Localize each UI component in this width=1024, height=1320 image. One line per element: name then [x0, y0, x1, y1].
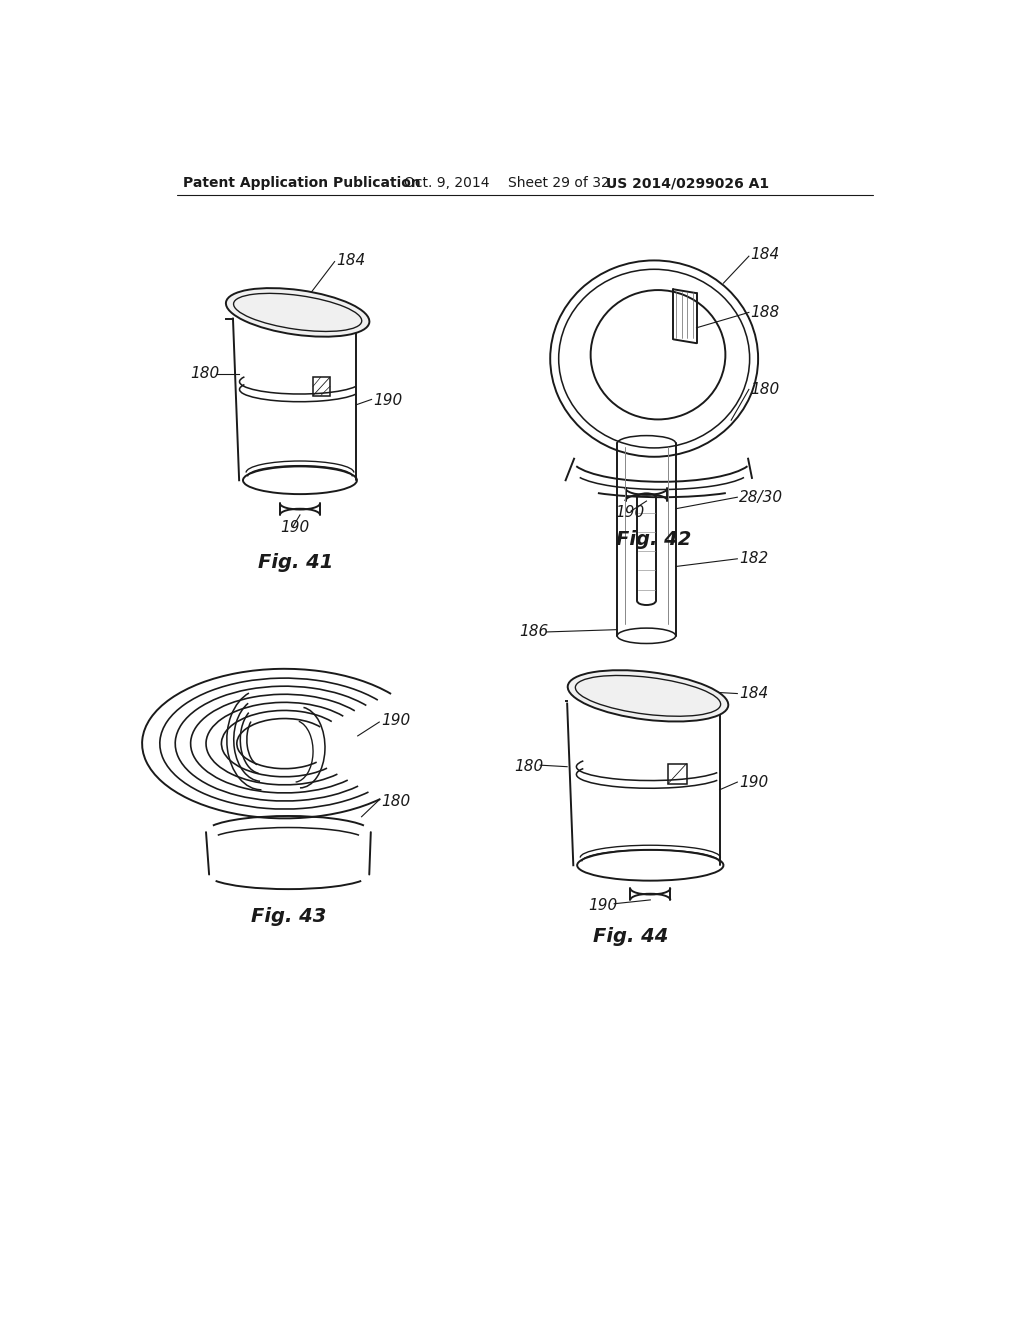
Text: 184: 184 [751, 247, 779, 263]
Text: Sheet 29 of 32: Sheet 29 of 32 [508, 176, 609, 190]
Text: 190: 190 [615, 506, 645, 520]
Text: 190: 190 [589, 898, 617, 913]
Text: US 2014/0299026 A1: US 2014/0299026 A1 [606, 176, 770, 190]
Ellipse shape [567, 671, 728, 722]
Text: 190: 190 [281, 520, 310, 536]
Bar [668, 763, 686, 784]
Text: 180: 180 [751, 381, 779, 397]
Text: 190: 190 [373, 393, 402, 408]
Text: 180: 180 [381, 793, 410, 809]
Text: 28/30: 28/30 [739, 490, 783, 504]
Text: Oct. 9, 2014: Oct. 9, 2014 [403, 176, 489, 190]
Text: 188: 188 [751, 305, 779, 319]
Text: 190: 190 [381, 713, 410, 729]
Text: 184: 184 [739, 686, 768, 701]
Bar [313, 378, 330, 396]
Text: Fig. 43: Fig. 43 [251, 907, 326, 927]
Text: 180: 180 [189, 367, 219, 381]
Text: Patent Application Publication: Patent Application Publication [183, 176, 421, 190]
Text: Fig. 44: Fig. 44 [593, 927, 669, 945]
Text: Fig. 42: Fig. 42 [616, 531, 692, 549]
Text: 190: 190 [739, 775, 768, 789]
Text: 182: 182 [739, 552, 768, 566]
Text: 186: 186 [519, 624, 549, 639]
Ellipse shape [226, 288, 370, 337]
Text: 180: 180 [514, 759, 544, 775]
Text: 184: 184 [336, 252, 366, 268]
Text: Fig. 41: Fig. 41 [258, 553, 334, 572]
